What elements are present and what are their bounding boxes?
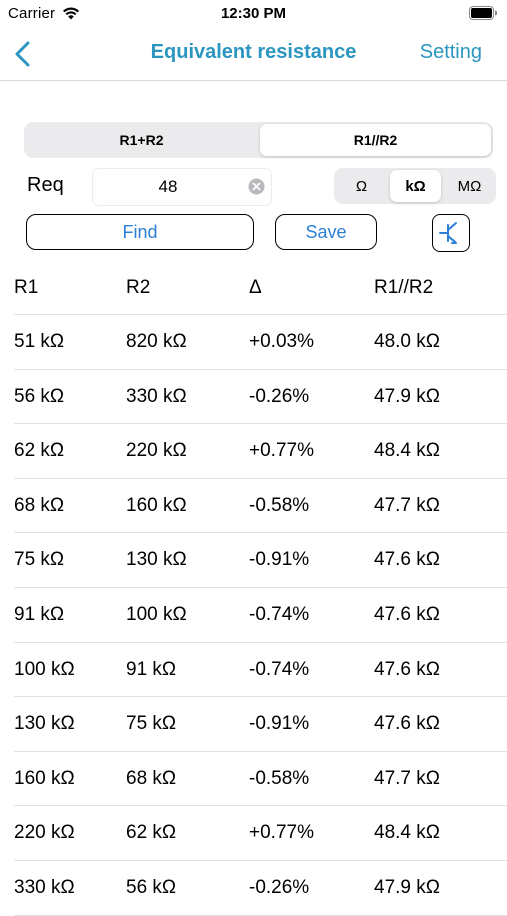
cell-r2: 100 kΩ: [126, 603, 187, 625]
carrier-label: Carrier: [8, 5, 56, 22]
cell-r1: 68 kΩ: [14, 494, 65, 516]
table-row[interactable]: 330 kΩ 56 kΩ -0.26% 47.9 kΩ: [14, 861, 507, 916]
table-row[interactable]: 220 kΩ 62 kΩ +0.77% 48.4 kΩ: [14, 806, 507, 861]
cell-r2: 62 kΩ: [126, 822, 177, 844]
cell-req: 48.4 kΩ: [374, 822, 440, 844]
cell-req: 47.6 kΩ: [374, 603, 440, 625]
header-r2: R2: [126, 277, 151, 298]
cell-delta: +0.77%: [249, 440, 314, 462]
mode-segmented-control: R1+R2 R1//R2: [24, 122, 493, 158]
cell-r1: 100 kΩ: [14, 658, 75, 680]
page-title: Equivalent resistance: [150, 41, 357, 63]
results-table: R1 R2 Δ R1//R2 51 kΩ 820 kΩ +0.03% 48.0 …: [0, 262, 507, 916]
unit-mega-ohm[interactable]: MΩ: [457, 177, 482, 195]
cell-r1: 91 kΩ: [14, 603, 65, 625]
table-row[interactable]: 160 kΩ 68 kΩ -0.58% 47.7 kΩ: [14, 752, 507, 807]
cell-r1: 56 kΩ: [14, 385, 65, 407]
unit-kilo-ohm[interactable]: kΩ: [390, 170, 441, 202]
req-input[interactable]: [93, 169, 245, 205]
find-button[interactable]: Find: [26, 214, 254, 250]
cell-r1: 51 kΩ: [14, 331, 65, 352]
req-field: [92, 168, 272, 206]
table-row[interactable]: 62 kΩ 220 kΩ +0.77% 48.4 kΩ: [14, 424, 507, 479]
unit-ohm[interactable]: Ω: [355, 177, 368, 195]
cell-req: 48.4 kΩ: [374, 440, 440, 462]
header-r1: R1: [14, 277, 39, 298]
cell-delta: -0.26%: [249, 385, 310, 407]
cell-delta: -0.91%: [249, 713, 310, 735]
status-time: 12:30 PM: [220, 5, 287, 22]
cell-delta: -0.26%: [249, 876, 310, 898]
clear-icon[interactable]: [248, 178, 265, 195]
cell-r1: 75 kΩ: [14, 549, 65, 571]
cell-req: 47.6 kΩ: [374, 549, 440, 571]
cell-delta: -0.74%: [249, 603, 310, 625]
table-row[interactable]: 91 kΩ 100 kΩ -0.74% 47.6 kΩ: [14, 588, 507, 643]
header-req: R1//R2: [374, 277, 434, 298]
status-bar: Carrier 12:30 PM: [0, 0, 507, 28]
cell-req: 47.6 kΩ: [374, 658, 440, 680]
navigation-bar: Equivalent resistance Setting: [0, 28, 507, 81]
setting-button[interactable]: Setting: [419, 41, 482, 63]
cell-req: 47.6 kΩ: [374, 713, 440, 735]
back-chevron-icon[interactable]: [12, 40, 36, 68]
cell-r2: 220 kΩ: [126, 440, 187, 462]
segment-series[interactable]: R1+R2: [119, 132, 164, 148]
cell-req: 47.9 kΩ: [374, 876, 440, 898]
cell-r2: 75 kΩ: [126, 713, 177, 735]
circuit-button[interactable]: [432, 214, 470, 252]
cell-r1: 130 kΩ: [14, 713, 75, 735]
table-row[interactable]: 100 kΩ 91 kΩ -0.74% 47.6 kΩ: [14, 643, 507, 698]
table-row[interactable]: 68 kΩ 160 kΩ -0.58% 47.7 kΩ: [14, 479, 507, 534]
cell-req: 47.7 kΩ: [374, 494, 440, 516]
wifi-icon: [63, 7, 79, 20]
circuit-icon: [439, 222, 457, 244]
table-row[interactable]: 51 kΩ 820 kΩ +0.03% 48.0 kΩ: [14, 315, 507, 370]
battery-icon: [469, 6, 497, 20]
header-delta: Δ: [249, 277, 262, 298]
cell-req: 47.7 kΩ: [374, 767, 440, 789]
cell-delta: -0.91%: [249, 549, 310, 571]
req-label: Req: [27, 174, 64, 196]
cell-r2: 820 kΩ: [126, 331, 187, 352]
cell-delta: -0.58%: [249, 494, 310, 516]
cell-r2: 160 kΩ: [126, 494, 187, 516]
cell-delta: -0.74%: [249, 658, 310, 680]
cell-r1: 62 kΩ: [14, 440, 65, 462]
table-row[interactable]: 130 kΩ 75 kΩ -0.91% 47.6 kΩ: [14, 697, 507, 752]
cell-r2: 91 kΩ: [126, 658, 177, 680]
table-header-row: R1 R2 Δ R1//R2: [14, 262, 507, 315]
table-row[interactable]: 56 kΩ 330 kΩ -0.26% 47.9 kΩ: [14, 370, 507, 425]
cell-r2: 130 kΩ: [126, 549, 187, 571]
table-row[interactable]: 75 kΩ 130 kΩ -0.91% 47.6 kΩ: [14, 533, 507, 588]
cell-r1: 220 kΩ: [14, 822, 75, 844]
cell-req: 47.9 kΩ: [374, 385, 440, 407]
cell-r1: 330 kΩ: [14, 876, 75, 898]
unit-segmented-control: Ω kΩ MΩ: [334, 168, 496, 204]
segment-parallel[interactable]: R1//R2: [260, 124, 491, 156]
cell-r2: 56 kΩ: [126, 876, 177, 898]
cell-r1: 160 kΩ: [14, 767, 75, 789]
cell-delta: -0.58%: [249, 767, 310, 789]
cell-delta: +0.77%: [249, 822, 314, 844]
cell-delta: +0.03%: [249, 331, 314, 352]
cell-r2: 330 kΩ: [126, 385, 187, 407]
save-button[interactable]: Save: [275, 214, 377, 250]
cell-req: 48.0 kΩ: [374, 331, 440, 352]
cell-r2: 68 kΩ: [126, 767, 177, 789]
